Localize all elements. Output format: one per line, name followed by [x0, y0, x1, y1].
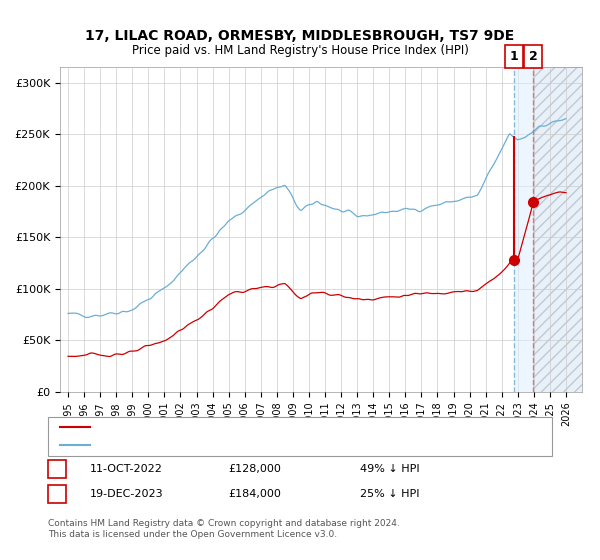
Text: £128,000: £128,000 [228, 464, 281, 474]
Text: 1: 1 [53, 464, 61, 474]
Text: 17, LILAC ROAD, ORMESBY, MIDDLESBROUGH, TS7 9DE: 17, LILAC ROAD, ORMESBY, MIDDLESBROUGH, … [85, 29, 515, 44]
Text: 25% ↓ HPI: 25% ↓ HPI [360, 489, 419, 499]
Text: Contains HM Land Registry data © Crown copyright and database right 2024.
This d: Contains HM Land Registry data © Crown c… [48, 520, 400, 539]
Bar [514, 67, 533, 392]
Text: 17, LILAC ROAD, ORMESBY, MIDDLESBROUGH, TS7 9DE (detached house): 17, LILAC ROAD, ORMESBY, MIDDLESBROUGH, … [102, 422, 464, 432]
Bar [533, 67, 582, 392]
Text: Price paid vs. HM Land Registry's House Price Index (HPI): Price paid vs. HM Land Registry's House … [131, 44, 469, 57]
Bar [533, 67, 582, 392]
Text: HPI: Average price, detached house, Redcar and Cleveland: HPI: Average price, detached house, Redc… [102, 440, 390, 450]
Text: 1: 1 [510, 50, 518, 63]
Text: £184,000: £184,000 [228, 489, 281, 499]
Text: 49% ↓ HPI: 49% ↓ HPI [360, 464, 419, 474]
Text: 2: 2 [529, 50, 538, 63]
Text: 19-DEC-2023: 19-DEC-2023 [90, 489, 164, 499]
Text: 2: 2 [53, 489, 61, 499]
Text: 11-OCT-2022: 11-OCT-2022 [90, 464, 163, 474]
